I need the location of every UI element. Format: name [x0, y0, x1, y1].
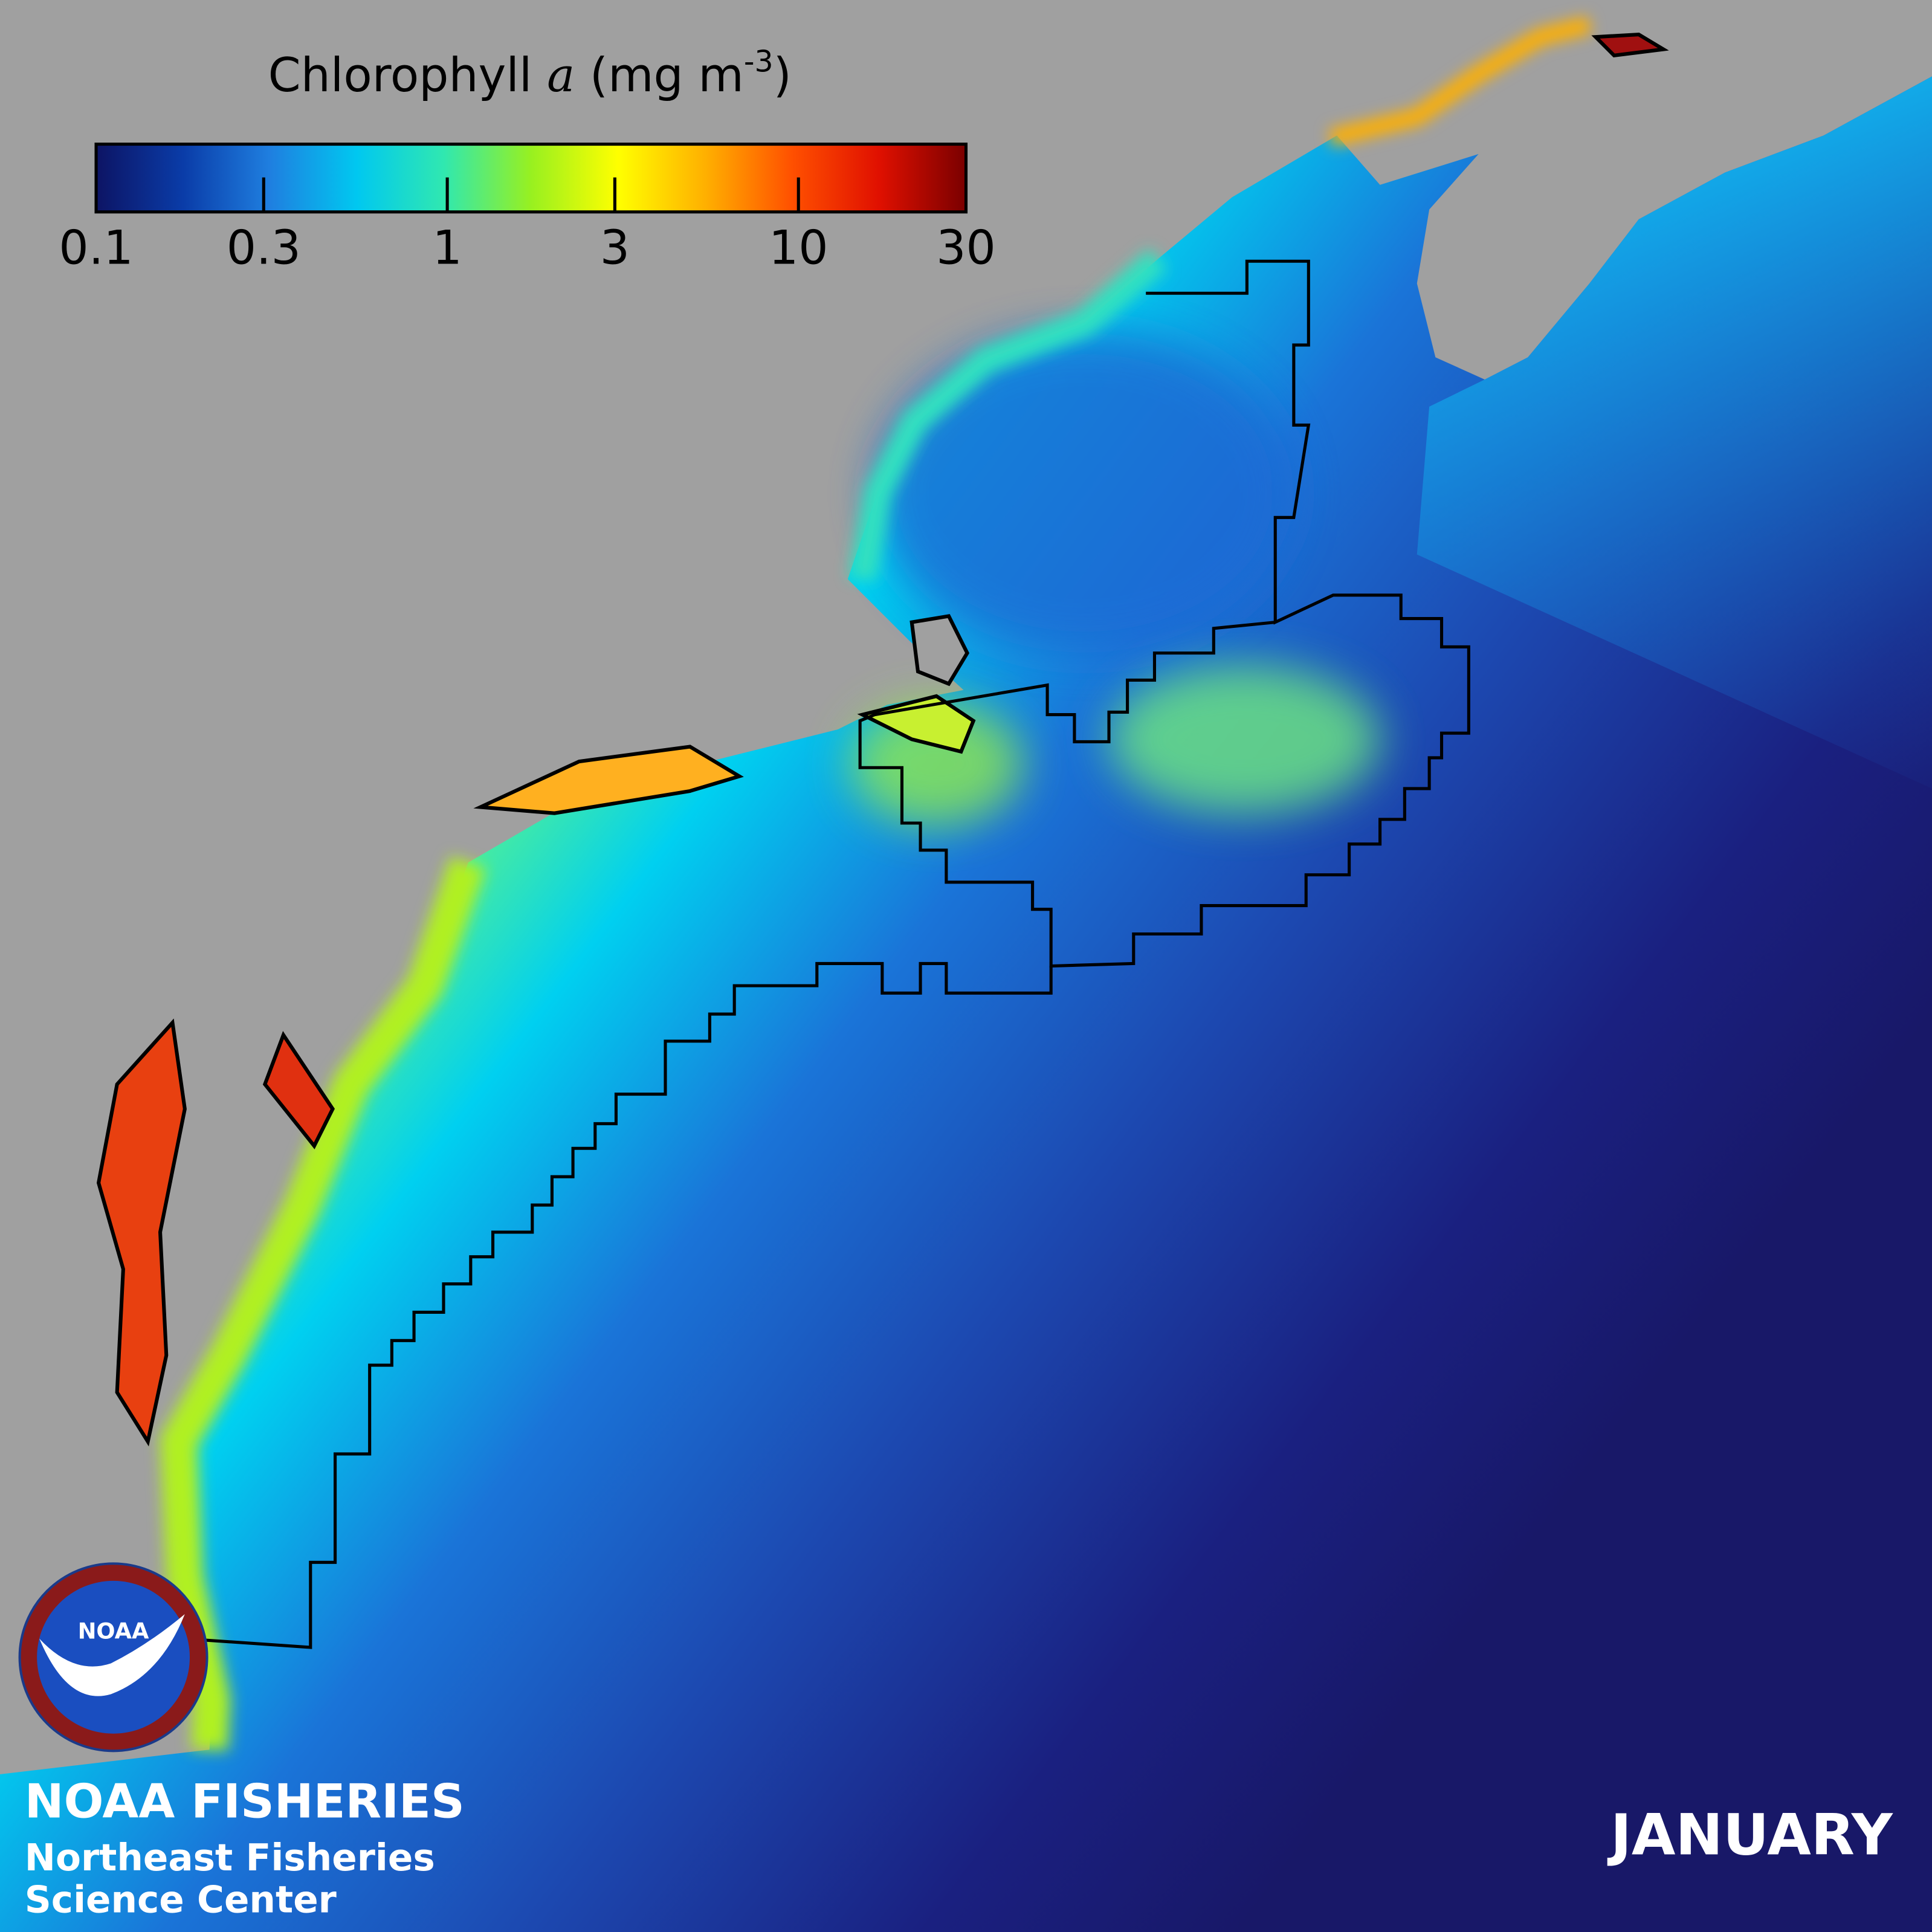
colorbar-title: Chlorophyll a (mg m-3): [268, 44, 792, 103]
management-boundary: [858, 259, 1470, 968]
logo-text: NOAA: [78, 1618, 149, 1644]
title-unit: (mg m: [575, 48, 744, 103]
title-text: Chlorophyll: [268, 48, 547, 103]
management-boundary: [203, 961, 1053, 1649]
colorbar-tick-label: 3: [600, 221, 630, 275]
month-label: JANUARY: [1607, 1803, 1893, 1869]
branding-subtitle: Northeast Fisheries: [25, 1837, 435, 1879]
land-features: [96, 32, 1669, 1447]
colorbar-tick-label: 30: [936, 221, 996, 275]
colorbar-tick-label: 1: [432, 221, 462, 275]
branding-subtitle: Science Center: [25, 1878, 337, 1921]
colorbar-tick-label: 10: [769, 221, 829, 275]
title-close: ): [774, 48, 792, 103]
colorbar-scale: [94, 143, 968, 214]
title-variable: a: [547, 48, 575, 103]
colorbar-tick-label: 0.3: [227, 221, 301, 275]
colorbar-tick-label: 0.1: [59, 221, 133, 275]
title-exponent: -3: [744, 44, 774, 79]
noaa-logo: NOAA: [18, 1562, 208, 1753]
branding-title: NOAA FISHERIES: [25, 1774, 465, 1829]
colorbar: Chlorophyll a (mg m-3) 0.1 0.3 1 3 10 30: [59, 44, 995, 275]
